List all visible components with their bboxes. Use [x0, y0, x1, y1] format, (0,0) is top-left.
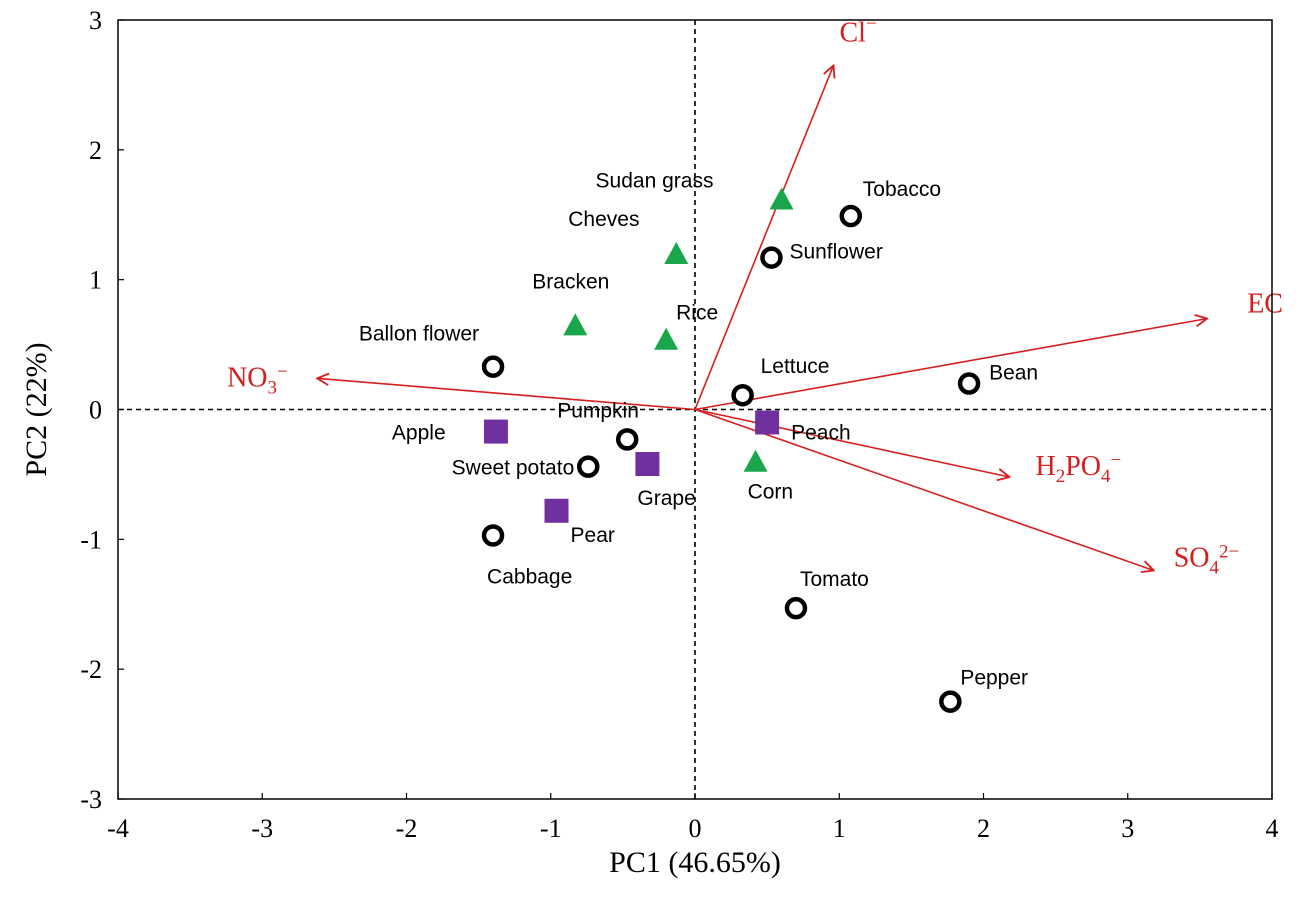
- point-labels: Tobacco Sunflower Ballon flower Lettuce Bean…: [359, 169, 1038, 689]
- point-label-tobacco: Tobacco: [863, 178, 941, 201]
- y-tick-label: 0: [89, 396, 102, 425]
- point-label-bean: Bean: [989, 362, 1038, 385]
- x-tick-label: 4: [1266, 814, 1279, 843]
- point-label-corn: Corn: [748, 481, 794, 504]
- vector-label-cl: Cl−: [839, 13, 876, 48]
- y-tick-label: -2: [80, 655, 102, 684]
- vector-label-part: 2−: [1219, 541, 1239, 562]
- y-tick-label: 2: [89, 136, 102, 165]
- point-label-sweet-potato: Sweet potato: [452, 457, 575, 480]
- point-rice: [654, 327, 679, 350]
- point-sweet-potato: [577, 455, 600, 478]
- y-axis-title: PC2 (22%): [20, 342, 53, 476]
- vector-label-hpo: H2PO4−: [1035, 450, 1121, 487]
- x-tick-label: 1: [833, 814, 846, 843]
- vector-label-part: 4: [1210, 557, 1220, 578]
- x-tick-label: -1: [540, 814, 562, 843]
- vector-label-part: 4: [1101, 466, 1111, 487]
- point-bracken: [563, 313, 588, 336]
- point-apple: [483, 419, 508, 444]
- point-bean: [957, 372, 981, 395]
- point-label-cabbage: Cabbage: [487, 565, 572, 588]
- point-tobacco: [839, 204, 863, 228]
- x-tick-label: 0: [689, 814, 702, 843]
- y-tick-label: -3: [80, 785, 102, 814]
- point-label-ballon-flower: Ballon flower: [359, 323, 479, 346]
- point-label-peach: Peach: [791, 421, 851, 444]
- point-label-pepper: Pepper: [960, 667, 1028, 690]
- vector-label-part: −: [1110, 450, 1121, 471]
- point-cabbage: [481, 524, 505, 547]
- point-cheves: [664, 241, 689, 264]
- point-grape: [635, 452, 660, 477]
- point-label-grape: Grape: [637, 487, 695, 510]
- loading-vector-hpo: [694, 408, 1009, 478]
- x-tick-label: -2: [396, 814, 418, 843]
- vector-label-part: 2: [1056, 466, 1066, 487]
- point-corn: [743, 449, 768, 472]
- score-points: [481, 187, 981, 713]
- vector-label-part: PO: [1065, 451, 1101, 482]
- point-label-cheves: Cheves: [568, 208, 639, 231]
- vector-label-part: −: [277, 361, 288, 382]
- y-tick-label: 1: [89, 266, 102, 295]
- vector-label-part: Cl: [839, 17, 866, 48]
- point-label-lettuce: Lettuce: [761, 355, 830, 378]
- point-tomato: [784, 596, 808, 620]
- y-tick-label: 3: [89, 6, 102, 35]
- x-tick-label: 3: [1121, 814, 1134, 843]
- point-label-sunflower: Sunflower: [789, 241, 882, 264]
- y-tick-label: -1: [80, 525, 102, 554]
- point-label-pear: Pear: [571, 524, 615, 547]
- vector-label-so: SO42−: [1174, 541, 1240, 578]
- point-sudan-grass: [769, 187, 794, 210]
- loading-vector-ec: [694, 319, 1207, 411]
- point-sunflower: [760, 246, 783, 269]
- vector-label-no: NO3−: [227, 361, 288, 398]
- loading-vector-so: [694, 408, 1154, 571]
- vector-label-part: NO: [227, 362, 267, 393]
- x-axis-title: PC1 (46.65%): [609, 846, 781, 879]
- vector-label-part: 3: [268, 377, 278, 398]
- point-label-tomato: Tomato: [800, 568, 869, 591]
- x-tick-label: -3: [251, 814, 273, 843]
- x-tick-label: 2: [977, 814, 990, 843]
- vector-label-ec: EC: [1247, 289, 1283, 320]
- loading-vector-no: [317, 378, 696, 411]
- point-label-rice: Rice: [676, 302, 718, 325]
- point-lettuce: [731, 383, 754, 407]
- vector-label-part: −: [866, 13, 877, 34]
- point-pear: [544, 498, 569, 523]
- vector-label-part: SO: [1174, 542, 1210, 573]
- point-ballon-flower: [481, 355, 505, 378]
- point-label-sudan-grass: Sudan grass: [596, 169, 714, 192]
- point-label-pumpkin: Pumpkin: [557, 399, 639, 422]
- point-peach: [755, 410, 780, 435]
- x-tick-label: -4: [107, 814, 129, 843]
- point-pumpkin: [615, 428, 639, 451]
- loading-vector-cl: [694, 65, 833, 410]
- point-pepper: [939, 690, 962, 713]
- vector-label-part: EC: [1247, 289, 1283, 320]
- vector-label-part: H: [1035, 451, 1055, 482]
- point-label-apple: Apple: [392, 422, 446, 445]
- point-label-bracken: Bracken: [532, 270, 609, 293]
